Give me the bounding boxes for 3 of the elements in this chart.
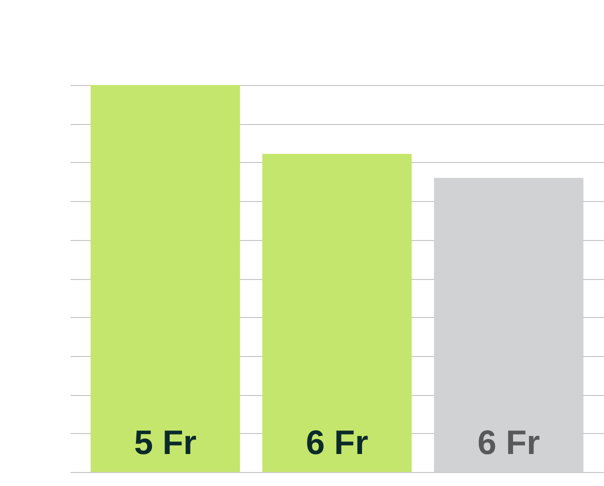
x-tick-label: 6 Fr [478,424,540,462]
x-tick-label: 6 Fr [306,424,368,462]
x-tick-label: 5 Fr [134,424,196,462]
